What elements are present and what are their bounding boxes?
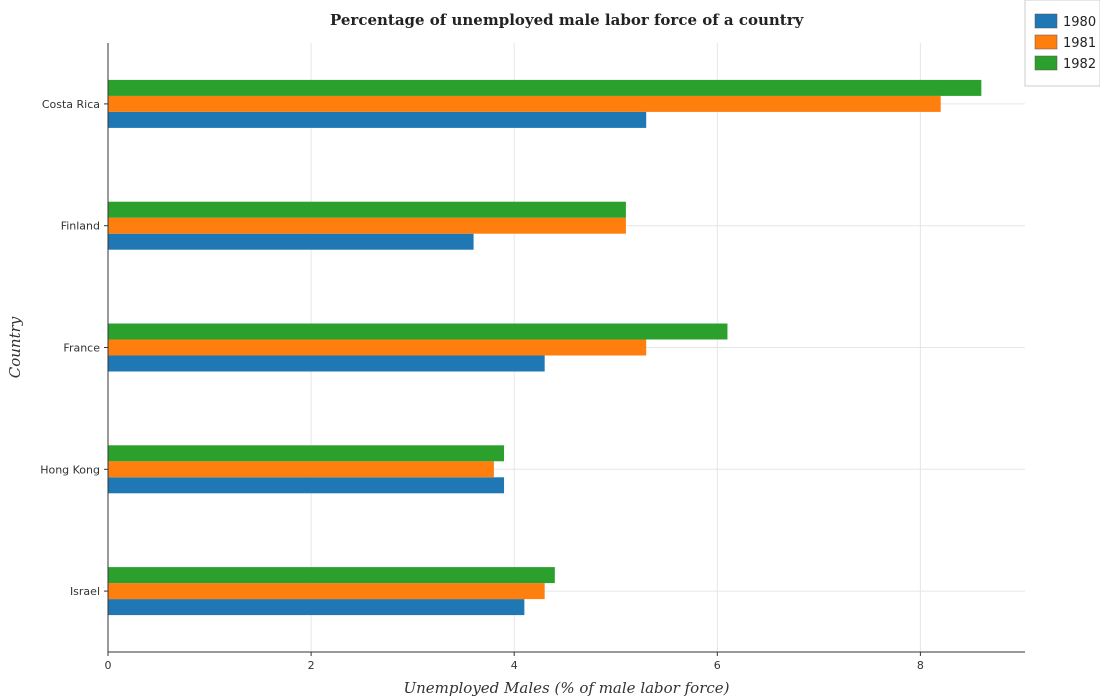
bar-israel-1980 [108, 599, 525, 616]
legend-label-1980: 1980 [1063, 15, 1096, 30]
bar-france-1981 [108, 339, 647, 356]
bar-finland-1981 [108, 217, 626, 234]
bar-israel-1982 [108, 567, 555, 584]
bar-costa-rica-1981 [108, 95, 941, 112]
bar-france-1980 [108, 355, 545, 372]
bar-finland-1982 [108, 201, 626, 218]
y-tick-label: Costa Rica [42, 98, 100, 111]
legend-swatch-1981 [1034, 34, 1058, 50]
bar-costa-rica-1982 [108, 79, 982, 96]
y-tick-label: Israel [70, 585, 100, 598]
y-tick-label: Hong Kong [40, 463, 100, 476]
bar-hong-kong-1981 [108, 461, 494, 478]
x-tick-label: 2 [308, 659, 315, 672]
bar-hong-kong-1982 [108, 445, 505, 462]
bar-finland-1980 [108, 233, 474, 250]
legend: 1980 1981 1982 [1024, 0, 1100, 87]
bar-israel-1981 [108, 583, 545, 600]
axes: 0 2 4 6 8 Costa Rica Finland France Hong Kong Isr… [40, 43, 1025, 672]
y-axis-label: Country [6, 316, 24, 378]
bar-costa-rica-1980 [108, 111, 647, 128]
legend-label-1981: 1981 [1063, 36, 1096, 51]
chart-title: Percentage of unemployed male labor forc… [330, 11, 805, 29]
bar-hong-kong-1980 [108, 477, 505, 494]
x-tick-label: 0 [105, 659, 112, 672]
y-tick-label: France [63, 342, 100, 355]
legend-label-1982: 1982 [1063, 57, 1096, 72]
legend-swatch-1980 [1034, 13, 1058, 29]
x-axis-label: Unemployed Males (% of male labor force) [403, 679, 729, 697]
bars [108, 79, 982, 616]
x-tick-label: 8 [917, 659, 924, 672]
x-tick-label: 4 [511, 659, 518, 672]
bar-france-1982 [108, 323, 728, 340]
legend-swatch-1982 [1034, 55, 1058, 71]
y-tick-label: Finland [61, 220, 100, 233]
x-tick-label: 6 [714, 659, 721, 672]
